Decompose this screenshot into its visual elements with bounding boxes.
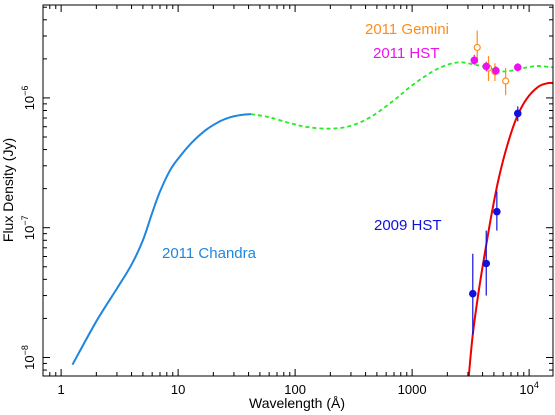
data-point — [513, 63, 522, 72]
chart-marks — [71, 30, 553, 376]
data-point — [482, 259, 491, 268]
curve-series-2 — [467, 81, 553, 376]
scatter-series-3 — [473, 30, 510, 96]
data-point — [513, 109, 522, 118]
x-tick-label: 1 — [58, 382, 65, 397]
curve-series-0 — [71, 113, 252, 366]
y-axis-title: Flux Density (Jy) — [0, 138, 16, 242]
plot-frame — [42, 4, 554, 377]
x-tick-label: 10 — [171, 382, 185, 397]
x-axis-title: Wavelength (Å) — [249, 395, 345, 411]
y-tick-label: 10−7 — [20, 215, 37, 240]
annotation-2011-hst: 2011 HST — [373, 45, 439, 62]
chart-axes: 1 10 100 1000 104 10−8 10−7 10−6 — [20, 5, 553, 397]
scatter-series-5 — [468, 106, 522, 335]
y-tick-label: 10−8 — [20, 345, 37, 370]
x-tick-label: 104 — [519, 380, 538, 397]
data-point — [470, 56, 479, 65]
x-tick-label: 1000 — [398, 382, 427, 397]
data-point — [473, 43, 481, 52]
data-point — [492, 66, 500, 75]
scatter-series-4 — [470, 54, 522, 76]
annotation-2011-chandra: 2011 Chandra — [162, 245, 257, 262]
data-point — [493, 207, 501, 216]
y-tick-label: 10−6 — [20, 86, 37, 111]
annotation-2011-gemini: 2011 Gemini — [365, 21, 449, 38]
data-point — [482, 62, 491, 71]
annotation-2009-hst: 2009 HST — [374, 217, 442, 234]
curve-series-1 — [250, 61, 553, 130]
data-point — [502, 77, 510, 85]
data-point — [468, 289, 477, 298]
x-tick-label: 100 — [284, 382, 306, 397]
